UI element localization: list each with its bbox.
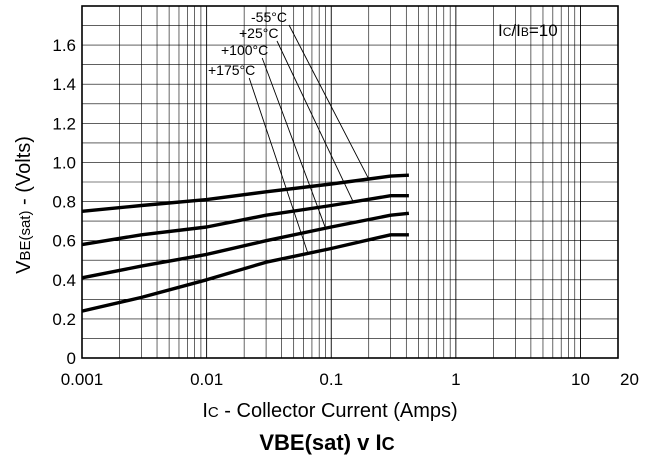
series-line <box>81 194 409 247</box>
x-tick-label: 0.01 <box>190 370 223 389</box>
y-tick-label: 0.8 <box>52 193 76 212</box>
x-tick-label: 0.001 <box>61 370 104 389</box>
x-tick-label: 1 <box>451 370 460 389</box>
y-tick-label: 0.6 <box>52 232 76 251</box>
series-callout-lines <box>248 24 370 254</box>
chart-title: VBE(sat) v IC <box>259 430 394 455</box>
series-labels: -55°C+25°C+100°C +175°C <box>208 9 287 78</box>
series-line <box>81 211 410 280</box>
y-tick-label: 1.2 <box>52 114 76 133</box>
y-tick-label: 0 <box>67 349 76 368</box>
series-label: +100°C <box>221 42 268 58</box>
x-tick-label: 10 <box>571 370 590 389</box>
series-label: -55°C <box>251 9 287 25</box>
chart-series <box>81 173 410 313</box>
y-tick-label: 1.6 <box>52 36 76 55</box>
x-tick-label: 0.1 <box>319 370 343 389</box>
series-line <box>81 173 409 213</box>
x-tick-label: 20 <box>620 370 639 389</box>
y-axis-label: VBE(sat) - (Volts) <box>13 136 35 274</box>
plot-frame <box>81 5 619 359</box>
x-axis-label: IC - Collector Current (Amps) <box>202 400 457 422</box>
callout-line <box>276 40 354 203</box>
callout-line <box>288 24 370 180</box>
callout-line <box>261 57 326 229</box>
condition-label: IC/IB=10 <box>498 21 558 40</box>
series-line <box>81 233 409 313</box>
chart-grid <box>82 6 618 358</box>
callout-line <box>248 77 309 254</box>
y-tick-labels: 0 0.2 0.4 0.6 0.8 1.0 1.2 1.4 1.6 <box>52 36 76 368</box>
series-label: +25°C <box>239 25 278 41</box>
y-tick-label: 1.0 <box>52 153 76 172</box>
x-tick-labels: 0.001 0.01 0.1 1 10 20 <box>61 370 639 389</box>
series-label: +175°C <box>208 62 255 78</box>
y-tick-label: 1.4 <box>52 75 76 94</box>
y-tick-label: 0.4 <box>52 271 76 290</box>
y-tick-label: 0.2 <box>52 310 76 329</box>
